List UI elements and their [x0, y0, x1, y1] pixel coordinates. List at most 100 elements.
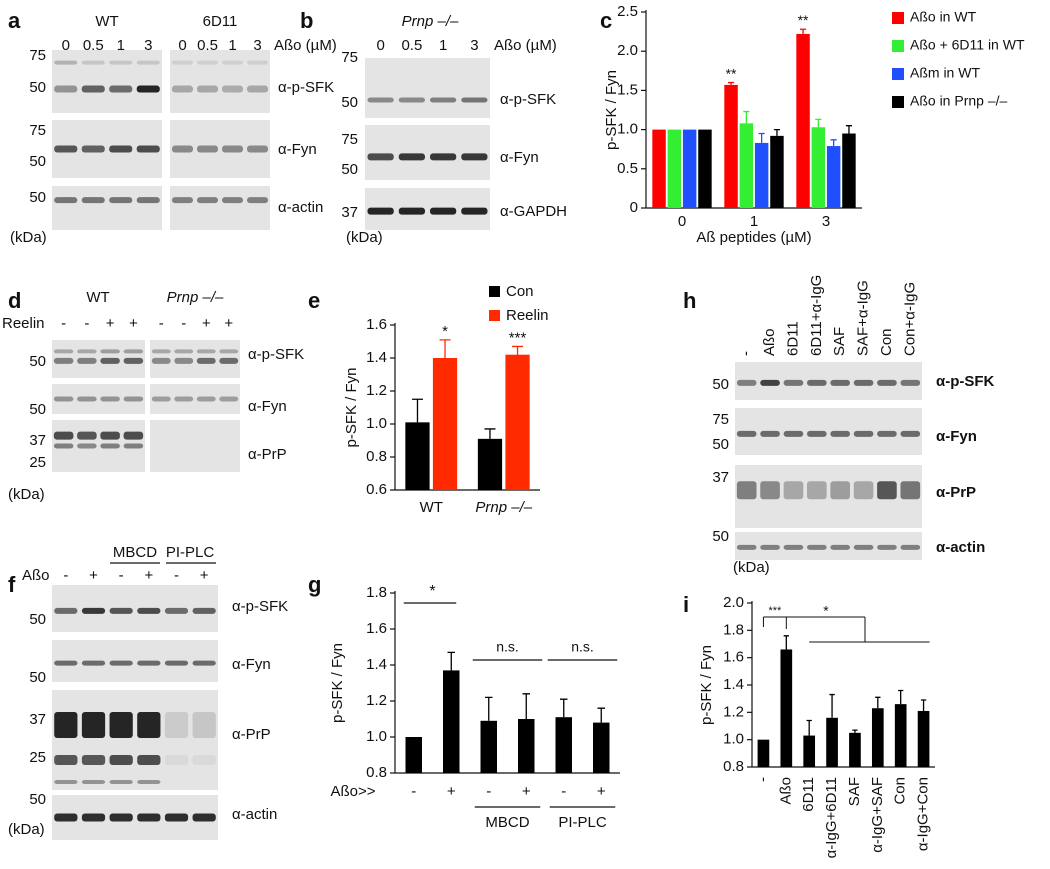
blot-band — [806, 379, 827, 386]
blot-band — [81, 660, 106, 666]
panel-label: c — [600, 8, 612, 33]
error-bar — [411, 398, 423, 423]
size-marker: 37 — [29, 711, 46, 728]
blot-band — [164, 813, 189, 822]
legend-label: Aßo in Prnp –/– — [910, 93, 1007, 109]
blot-band — [192, 755, 216, 765]
bar — [555, 717, 572, 773]
significance: *** — [768, 605, 782, 617]
blot-band — [247, 85, 268, 93]
error-bar — [512, 345, 524, 355]
size-marker: 37 — [712, 469, 729, 486]
size-marker: 50 — [29, 189, 46, 206]
bar — [826, 717, 838, 767]
x-tick-label: 1 — [750, 213, 758, 230]
blot-band — [806, 544, 827, 550]
blot-band — [172, 85, 193, 93]
y-tick-label: 1.0 — [617, 121, 638, 138]
antibody-label: α-PrP — [232, 726, 271, 743]
blot-background — [170, 120, 270, 178]
antibody-label: α-Fyn — [278, 141, 317, 158]
legend-swatch — [892, 12, 904, 24]
blot-band — [853, 544, 874, 550]
size-marker: 50 — [29, 611, 46, 628]
blot-background — [170, 50, 270, 113]
error-bar — [597, 707, 605, 723]
bar — [842, 133, 856, 208]
blot-band — [77, 431, 97, 440]
blot-background — [52, 640, 218, 682]
legend-label: Aßo + 6D11 in WT — [910, 37, 1025, 53]
blot-band — [137, 660, 161, 666]
blot-band — [164, 660, 189, 666]
blot-band — [77, 357, 97, 364]
y-tick-label: 1.5 — [617, 81, 638, 98]
blot-band — [172, 145, 193, 153]
antibody-label: α-GAPDH — [500, 203, 567, 220]
blot-band — [398, 207, 425, 215]
treatment-label: Aßo — [22, 567, 50, 584]
blot-band — [81, 607, 106, 614]
lane-label: - — [119, 567, 124, 584]
size-marker: 37 — [29, 432, 46, 449]
blot-band — [164, 712, 189, 738]
blot-band — [137, 712, 161, 738]
blot-band — [196, 357, 216, 364]
blot-band — [172, 197, 193, 204]
blot-band — [760, 430, 780, 437]
bar — [593, 722, 610, 773]
bar — [754, 142, 769, 208]
blot-band — [192, 813, 216, 822]
lane-label: 0 — [376, 37, 384, 54]
bar — [803, 735, 816, 767]
blot-band — [53, 396, 74, 402]
blot-band — [53, 443, 74, 449]
blot-band — [109, 607, 133, 614]
blot-background — [170, 186, 270, 230]
error-bar — [898, 689, 904, 705]
blot-background — [365, 125, 490, 180]
blot-band — [197, 85, 218, 93]
lane-label: - — [738, 351, 755, 356]
significance: * — [429, 583, 435, 600]
blot-band — [53, 357, 74, 364]
blot-band — [81, 197, 105, 204]
blot-band — [736, 481, 757, 500]
blot-band — [137, 607, 161, 614]
legend-swatch — [489, 310, 500, 321]
blot-band — [196, 396, 216, 402]
size-marker: 50 — [29, 153, 46, 170]
error-bar — [447, 651, 455, 671]
error-bar — [560, 698, 568, 718]
blot-band — [247, 197, 268, 204]
y-tick-label: 1.0 — [723, 731, 744, 748]
legend-swatch — [892, 96, 904, 108]
x-tick-label: SAF — [846, 777, 863, 806]
blot-band — [192, 712, 216, 738]
blot-band — [736, 430, 757, 437]
error-bar — [830, 139, 837, 147]
x-tick-label: Aßo — [777, 777, 794, 805]
group-label: Prnp –/– — [402, 13, 459, 30]
lane-label: + — [89, 567, 98, 584]
lane-label: - — [61, 315, 66, 332]
size-marker: 50 — [712, 528, 729, 545]
error-bar — [439, 339, 451, 358]
lane-label: 0 — [62, 37, 70, 54]
group-label: WT — [95, 13, 118, 30]
bar — [811, 127, 826, 208]
bar — [917, 710, 930, 767]
size-marker: 50 — [29, 791, 46, 808]
blot-band — [81, 755, 106, 765]
significance: ** — [798, 12, 809, 28]
size-marker: 75 — [29, 122, 46, 139]
error-bar — [852, 729, 858, 733]
size-marker: 50 — [712, 436, 729, 453]
blot-band — [783, 481, 804, 500]
blot-band — [136, 197, 160, 204]
blot-band — [151, 396, 171, 402]
lane-label: Aßo — [761, 328, 778, 356]
bar — [826, 146, 841, 208]
antibody-label: α-Fyn — [936, 428, 977, 445]
blot-band — [461, 207, 488, 215]
